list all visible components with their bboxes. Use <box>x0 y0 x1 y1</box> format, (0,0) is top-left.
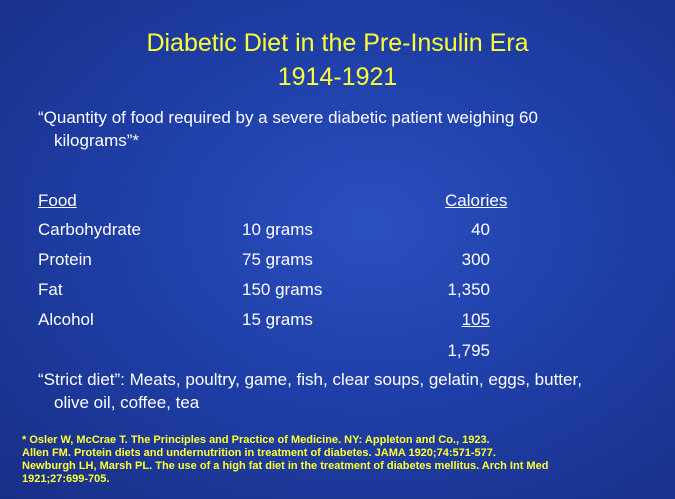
calories-column-header: Calories <box>445 191 508 210</box>
table-row-food: Alcohol <box>38 310 94 329</box>
strict-diet-line-2: olive oil, coffee, tea <box>54 393 200 412</box>
table-row-amount: 15 grams <box>242 310 313 329</box>
table-row-calories: 300 <box>461 250 490 269</box>
strict-diet-line-1: “Strict diet”: Meats, poultry, game, fis… <box>38 370 582 389</box>
table-row-amount: 75 grams <box>242 250 313 269</box>
reference-line: Allen FM. Protein diets and undernutriti… <box>22 447 496 459</box>
quote-line-2: kilograms”* <box>54 131 140 150</box>
quote-line-1: “Quantity of food required by a severe d… <box>38 108 538 127</box>
total-calories: 1,795 <box>447 341 490 360</box>
reference-line: Newburgh LH, Marsh PL. The use of a high… <box>22 460 549 472</box>
title-line-2: 1914-1921 <box>277 63 398 91</box>
references: * Osler W, McCrae T. The Principles and … <box>22 434 662 486</box>
table-row-calories: 105 <box>461 310 490 329</box>
table-row-amount: 150 grams <box>242 280 323 299</box>
strict-diet-text: “Strict diet”: Meats, poultry, game, fis… <box>38 368 658 414</box>
quote-text: “Quantity of food required by a severe d… <box>38 106 638 152</box>
slide-title: Diabetic Diet in the Pre-Insulin Era 191… <box>0 26 675 94</box>
reference-line: * Osler W, McCrae T. The Principles and … <box>22 434 490 446</box>
table-row-food: Carbohydrate <box>38 220 142 239</box>
title-line-1: Diabetic Diet in the Pre-Insulin Era <box>146 29 529 57</box>
table-row-amount: 10 grams <box>242 220 313 239</box>
table-row-calories: 1,350 <box>447 280 490 299</box>
reference-line: 1921;27:699-705. <box>22 473 110 485</box>
table-row-calories: 40 <box>471 220 490 239</box>
food-column-header: Food <box>38 191 77 210</box>
table-row-food: Fat <box>38 280 63 299</box>
table-row-food: Protein <box>38 250 92 269</box>
